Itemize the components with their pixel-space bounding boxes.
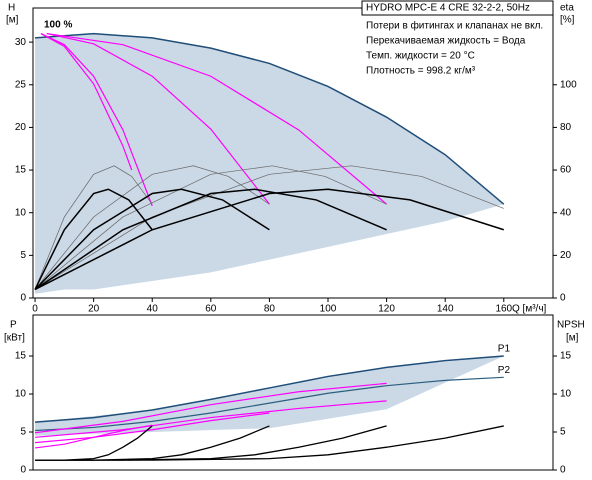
x-tick-label: 20 [88, 304, 100, 315]
y2-unit: [м] [566, 333, 579, 344]
x-tick-label: 40 [147, 304, 159, 315]
x-tick-label: 0 [32, 304, 38, 315]
y-unit: [м] [6, 15, 19, 26]
x-tick-label: 140 [437, 304, 454, 315]
x-tick-label: 60 [205, 304, 217, 315]
y-tick-label: 25 [15, 79, 27, 90]
curve [34, 165, 504, 290]
curve [34, 188, 387, 291]
y2-tick-label: 40 [560, 207, 572, 218]
y2-tick-label: 100 [560, 79, 577, 90]
curve [34, 412, 270, 444]
curve [34, 165, 387, 290]
y-tick-label: 30 [15, 37, 27, 48]
x-tick-label: 120 [378, 304, 395, 315]
y-tick-label: 20 [15, 122, 27, 133]
y-tick-label: 5 [20, 427, 26, 438]
plot-layer [34, 32, 505, 461]
y2-tick-label: 10 [560, 389, 572, 400]
curve [34, 355, 504, 423]
curve [34, 382, 387, 434]
y2-tick-label: 0 [560, 293, 566, 304]
annotation: 100 % [44, 20, 72, 31]
y-tick-label: 15 [15, 351, 27, 362]
y2-tick-label: 0 [560, 465, 566, 476]
curve [46, 32, 387, 205]
x-tick-label: 160 [495, 304, 512, 315]
y-label: H [8, 3, 15, 14]
y-unit: [кВт] [4, 333, 25, 344]
bottom-frame [32, 314, 554, 471]
curve-label: P1 [498, 344, 511, 355]
curve [46, 33, 270, 205]
x-tick-label: 100 [320, 304, 337, 315]
title-box [361, 0, 554, 16]
curve [34, 188, 505, 291]
x-label: Q [м³/ч] [512, 304, 547, 315]
curve [35, 376, 504, 432]
y-label: P [10, 320, 17, 331]
curve [34, 165, 270, 290]
y-tick-label: 5 [20, 250, 26, 261]
y-tick-label: 15 [15, 165, 27, 176]
curve-label: P2 [498, 365, 511, 376]
note: Плотность = 998.2 кг/м³ [366, 66, 476, 77]
y-tick-label: 0 [20, 293, 26, 304]
curve [35, 425, 504, 461]
y2-tick-label: 80 [560, 122, 572, 133]
y2-label: eta [560, 3, 574, 14]
y2-tick-label: 5 [560, 427, 566, 438]
chart-title: HYDRO MPC-E 4 CRE 32-2-2, 50Hz [366, 3, 530, 14]
y2-label: NPSH [557, 320, 585, 331]
curve [34, 32, 505, 205]
curve [34, 400, 387, 438]
top-frame [32, 7, 554, 299]
note: Темп. жидкости = 20 °C [366, 51, 475, 62]
y2-tick-label: 20 [560, 250, 572, 261]
curve [40, 33, 153, 207]
y-tick-label: 10 [15, 389, 27, 400]
note: Потери в фитингах и клапанах не вкл. [366, 20, 543, 32]
curve [34, 165, 153, 290]
y-tick-label: 10 [15, 207, 27, 218]
x-tick-label: 80 [264, 304, 276, 315]
y2-unit: [%] [560, 15, 575, 26]
y2-tick-label: 60 [560, 165, 572, 176]
y2-tick-label: 15 [560, 351, 572, 362]
note: Перекачиваемая жидкость = Вода [366, 36, 526, 47]
curve [40, 33, 133, 171]
y-tick-label: 0 [20, 465, 26, 476]
